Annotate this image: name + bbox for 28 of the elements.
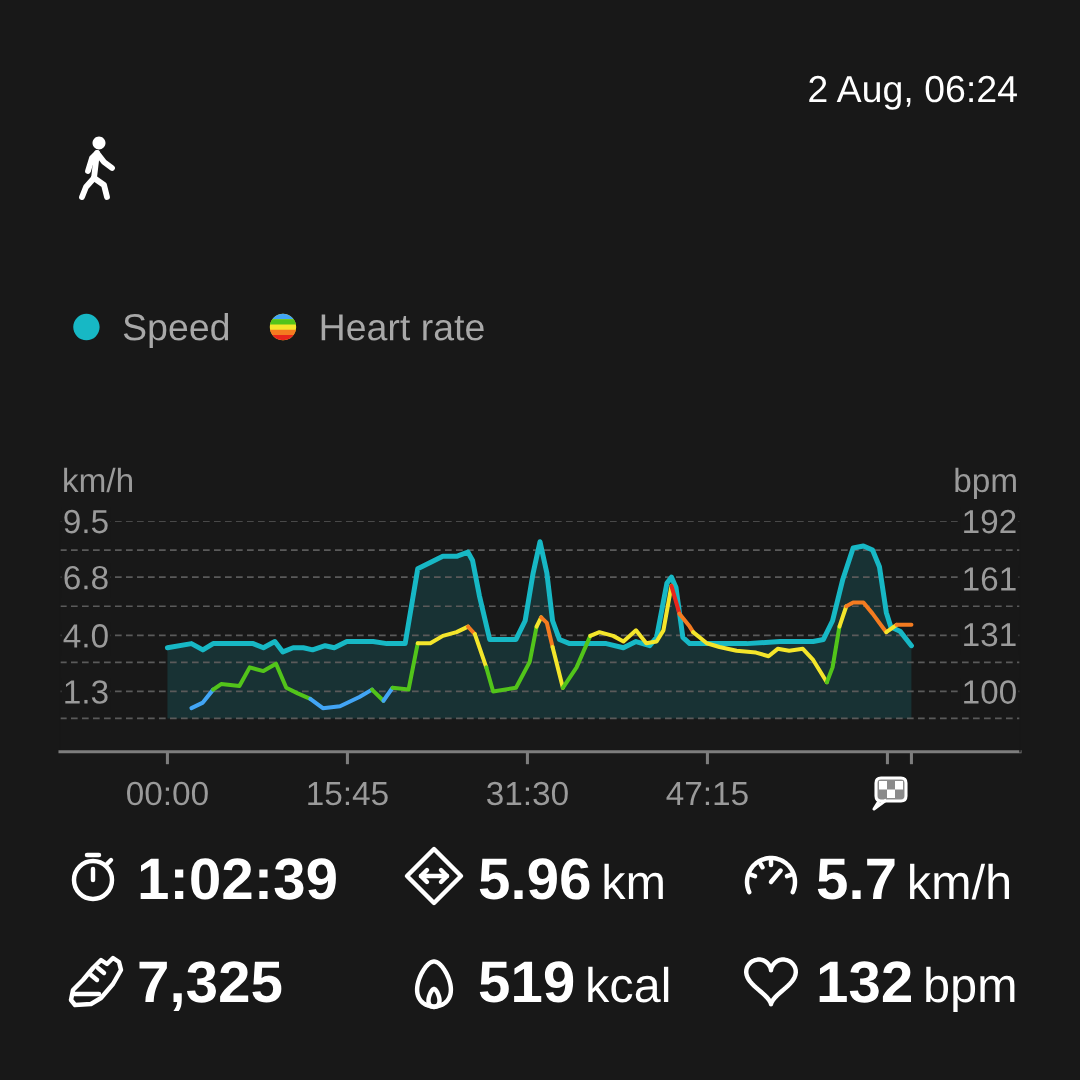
line-series <box>691 630 829 685</box>
line-series <box>588 583 674 646</box>
x-tick-label: 47:15 <box>666 782 748 806</box>
text: 5.7 km/h <box>817 858 1009 900</box>
y2-axis-title: bpm <box>955 467 1016 499</box>
y2-tick-label: 100 <box>964 680 1016 704</box>
y-axis-title: km/h <box>64 467 132 493</box>
text: 7,325 <box>139 961 282 1012</box>
y-tick-label: 9.5 <box>64 509 108 534</box>
legend-label: Heart rate <box>321 314 484 341</box>
text: 132 bpm <box>819 961 1015 1013</box>
y2-tick-label: 192 <box>964 509 1016 534</box>
y-tick-label: 6.8 <box>64 565 108 590</box>
line-series <box>211 661 313 701</box>
y-tick-label: 1.3 <box>65 680 108 704</box>
y2-tick-label: 131 <box>964 622 1016 647</box>
x-tick-label: 31:30 <box>487 781 568 806</box>
text: 2 Aug, 06:24 <box>809 75 1017 110</box>
y-tick-label: 4.0 <box>63 624 108 648</box>
x-tick-label: 00:00 <box>127 781 208 806</box>
text: 1:02:39 <box>140 858 336 900</box>
y2-tick-label: 161 <box>964 567 1016 591</box>
legend-label: Speed <box>123 313 229 348</box>
text: 5.96 km <box>479 858 663 900</box>
line-series <box>484 624 539 694</box>
x-tick-label: 15:45 <box>308 782 388 806</box>
line-series <box>844 600 889 635</box>
text: 519 kcal <box>479 961 669 1003</box>
